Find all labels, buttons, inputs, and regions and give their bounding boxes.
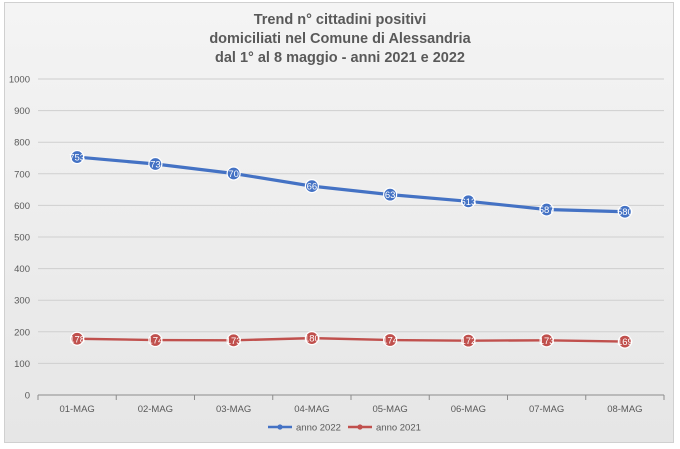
x-tick-label: 01-MAG	[59, 404, 94, 415]
data-point	[226, 166, 241, 181]
y-tick-label: 1000	[9, 75, 30, 86]
data-point	[461, 194, 476, 209]
data-label: 173	[539, 336, 555, 347]
y-tick-label: 300	[14, 296, 30, 307]
data-label: 173	[226, 336, 242, 347]
data-label: 178	[69, 334, 85, 345]
legend-marker	[357, 424, 363, 430]
x-tick-label: 06-MAG	[451, 404, 486, 415]
data-label: 172	[460, 336, 476, 347]
data-point	[617, 204, 632, 219]
x-tick-label: 03-MAG	[216, 404, 251, 415]
data-point	[539, 333, 554, 348]
series-line-2022	[75, 155, 627, 214]
data-point	[304, 179, 319, 194]
x-tick-label: 04-MAG	[294, 404, 329, 415]
x-tick-label: 05-MAG	[372, 404, 407, 415]
chart-frame	[4, 2, 674, 443]
y-tick-label: 800	[14, 138, 30, 149]
y-tick-label: 500	[14, 233, 30, 244]
data-point	[148, 332, 163, 348]
legend-label: anno 2021	[376, 423, 421, 434]
data-point	[539, 202, 554, 217]
data-label: 580	[617, 207, 633, 218]
legend-marker	[277, 424, 283, 430]
data-label: 587	[539, 205, 555, 216]
y-tick-label: 400	[14, 264, 30, 275]
y-tick-label: 900	[14, 106, 30, 117]
series-line-2021	[75, 336, 627, 343]
data-point	[383, 332, 398, 348]
data-point	[461, 333, 476, 348]
data-label: 66	[307, 182, 318, 193]
chart-title-line-1: Trend n° cittadini positivi	[253, 12, 427, 28]
data-point	[70, 149, 85, 165]
data-label: 180	[304, 334, 320, 345]
chart-title-line-3: dal 1° al 8 maggio - anni 2021 e 2022	[215, 50, 465, 66]
y-tick-label: 100	[14, 359, 30, 370]
y-tick-label: 0	[25, 391, 30, 402]
data-label: 63	[385, 190, 396, 201]
y-tick-label: 600	[14, 201, 30, 212]
chart-title-line-2: domiciliati nel Comune di Alessandria	[209, 31, 471, 47]
data-label: 174	[147, 336, 163, 347]
x-tick-label: 08-MAG	[607, 404, 642, 415]
data-label: 613	[460, 197, 476, 208]
data-point	[226, 333, 241, 348]
data-label: 174	[382, 336, 398, 347]
y-tick-label: 700	[14, 169, 30, 180]
data-point	[383, 187, 398, 202]
x-tick-label: 07-MAG	[529, 404, 564, 415]
data-label: 70	[228, 169, 239, 180]
data-point	[148, 156, 163, 172]
data-label: 73	[150, 160, 161, 171]
legend-label: anno 2022	[296, 423, 341, 434]
data-label: 753	[69, 153, 85, 164]
data-point	[70, 331, 85, 346]
y-tick-label: 200	[14, 327, 30, 338]
data-label: 169	[617, 337, 633, 348]
data-point	[304, 331, 319, 346]
data-point	[617, 334, 632, 349]
x-tick-label: 02-MAG	[138, 404, 173, 415]
